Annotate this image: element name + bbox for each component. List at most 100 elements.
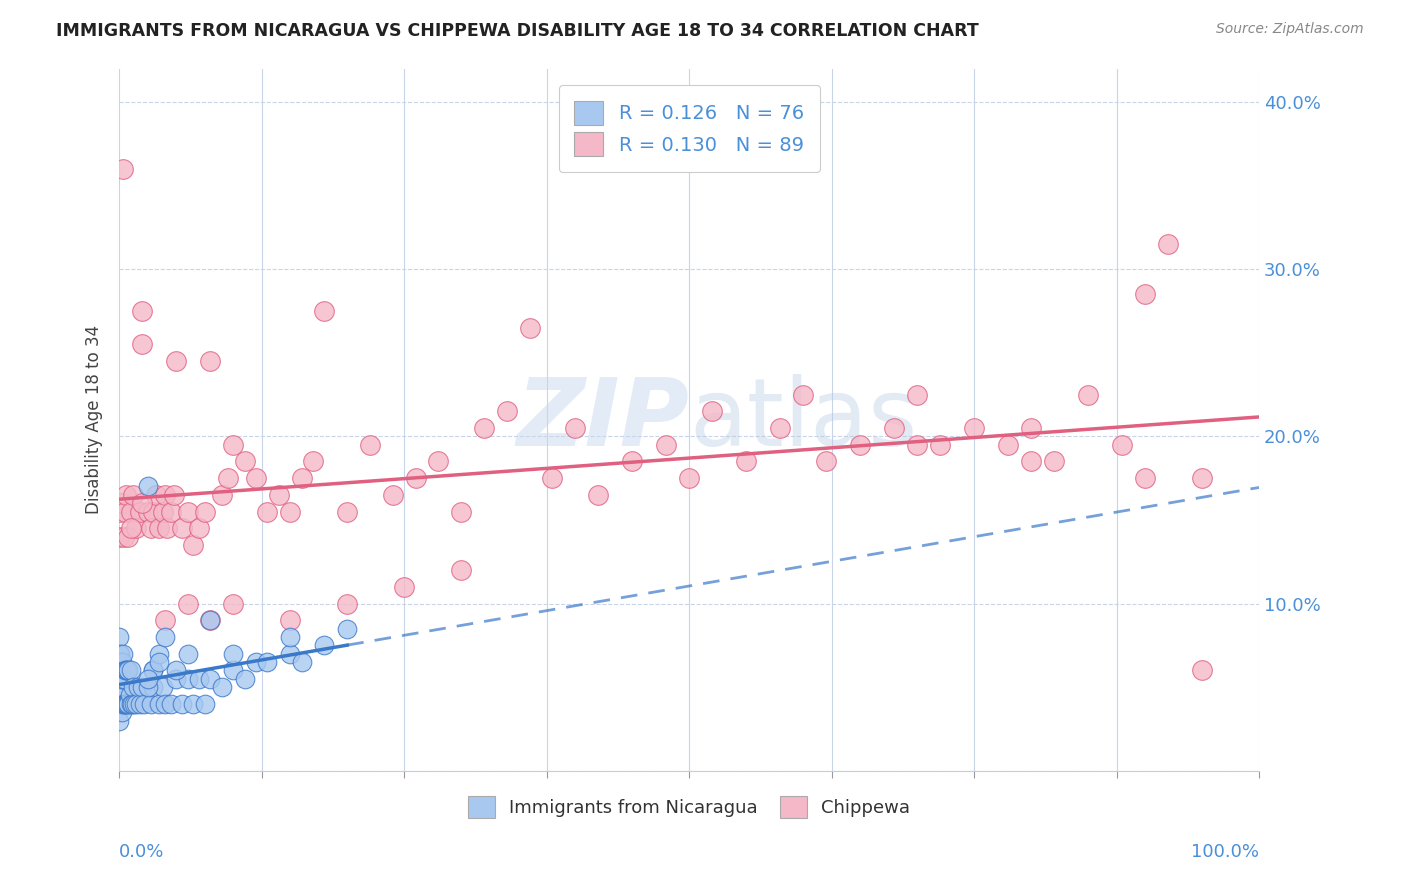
Point bbox=[1019, 421, 1042, 435]
Point bbox=[200, 613, 222, 627]
Point bbox=[152, 680, 174, 694]
Point bbox=[131, 337, 153, 351]
Point bbox=[211, 680, 233, 694]
Point bbox=[256, 655, 278, 669]
Point bbox=[176, 672, 198, 686]
Point bbox=[110, 504, 132, 518]
Point bbox=[115, 488, 138, 502]
Point bbox=[165, 672, 187, 686]
Point bbox=[222, 647, 245, 661]
Point bbox=[256, 504, 278, 518]
Point bbox=[110, 672, 132, 686]
Point bbox=[114, 697, 136, 711]
Point bbox=[450, 563, 472, 577]
Point bbox=[108, 655, 131, 669]
Text: IMMIGRANTS FROM NICARAGUA VS CHIPPEWA DISABILITY AGE 18 TO 34 CORRELATION CHART: IMMIGRANTS FROM NICARAGUA VS CHIPPEWA DI… bbox=[56, 22, 979, 40]
Point bbox=[233, 672, 256, 686]
Point bbox=[148, 697, 170, 711]
Point bbox=[142, 680, 165, 694]
Point bbox=[586, 488, 609, 502]
Point bbox=[849, 438, 872, 452]
Point bbox=[108, 647, 131, 661]
Point bbox=[153, 630, 176, 644]
Point bbox=[128, 504, 150, 518]
Point bbox=[110, 705, 132, 719]
Point bbox=[141, 521, 163, 535]
Point bbox=[122, 697, 145, 711]
Point bbox=[183, 538, 205, 552]
Point bbox=[153, 697, 176, 711]
Point bbox=[112, 530, 135, 544]
Point bbox=[112, 697, 135, 711]
Point bbox=[117, 697, 139, 711]
Point bbox=[519, 320, 541, 334]
Point bbox=[176, 647, 198, 661]
Point bbox=[108, 697, 131, 711]
Point bbox=[1111, 438, 1133, 452]
Point bbox=[1191, 471, 1213, 485]
Point bbox=[1019, 454, 1042, 468]
Point bbox=[118, 689, 141, 703]
Point bbox=[302, 454, 325, 468]
Point bbox=[115, 697, 138, 711]
Point bbox=[122, 680, 145, 694]
Point bbox=[278, 613, 301, 627]
Point bbox=[188, 521, 211, 535]
Point bbox=[541, 471, 564, 485]
Point bbox=[110, 697, 132, 711]
Point bbox=[108, 680, 131, 694]
Point bbox=[108, 630, 131, 644]
Point bbox=[110, 664, 132, 678]
Point bbox=[128, 697, 150, 711]
Point bbox=[1133, 287, 1156, 301]
Point bbox=[108, 714, 131, 728]
Y-axis label: Disability Age 18 to 34: Disability Age 18 to 34 bbox=[86, 325, 103, 514]
Point bbox=[131, 496, 153, 510]
Point bbox=[278, 647, 301, 661]
Point bbox=[122, 488, 145, 502]
Point bbox=[170, 521, 193, 535]
Point bbox=[111, 697, 134, 711]
Point bbox=[245, 471, 267, 485]
Point bbox=[117, 664, 139, 678]
Point bbox=[222, 597, 245, 611]
Point bbox=[120, 521, 142, 535]
Point bbox=[314, 304, 336, 318]
Point bbox=[217, 471, 239, 485]
Point bbox=[200, 613, 222, 627]
Point bbox=[405, 471, 427, 485]
Point bbox=[336, 504, 359, 518]
Point bbox=[1157, 237, 1180, 252]
Point bbox=[159, 504, 181, 518]
Point bbox=[735, 454, 758, 468]
Point bbox=[1191, 664, 1213, 678]
Point bbox=[148, 655, 170, 669]
Point bbox=[336, 622, 359, 636]
Point bbox=[127, 680, 149, 694]
Point bbox=[110, 647, 132, 661]
Point bbox=[131, 680, 153, 694]
Point bbox=[427, 454, 450, 468]
Point bbox=[108, 664, 131, 678]
Point bbox=[125, 697, 148, 711]
Point bbox=[136, 680, 159, 694]
Point bbox=[1133, 471, 1156, 485]
Text: 0.0%: 0.0% bbox=[120, 843, 165, 861]
Point bbox=[381, 488, 404, 502]
Point bbox=[392, 580, 415, 594]
Point bbox=[564, 421, 586, 435]
Point bbox=[176, 597, 198, 611]
Point bbox=[655, 438, 678, 452]
Point bbox=[291, 655, 314, 669]
Point bbox=[905, 387, 928, 401]
Point bbox=[997, 438, 1019, 452]
Point bbox=[194, 697, 217, 711]
Text: 100.0%: 100.0% bbox=[1191, 843, 1258, 861]
Point bbox=[769, 421, 792, 435]
Text: Source: ZipAtlas.com: Source: ZipAtlas.com bbox=[1216, 22, 1364, 37]
Point bbox=[108, 672, 131, 686]
Point bbox=[291, 471, 314, 485]
Point bbox=[134, 697, 156, 711]
Point bbox=[278, 504, 301, 518]
Point bbox=[165, 664, 187, 678]
